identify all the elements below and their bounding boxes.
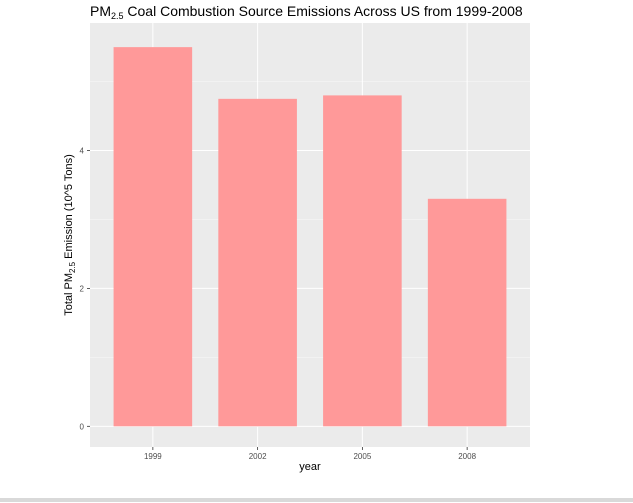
y-axis-title: Total PM2.5 Emission (10^5 Tons) [63, 154, 77, 316]
chart-title: PM2.5 Coal Combustion Source Emissions A… [90, 3, 523, 21]
x-tick-label: 2002 [249, 452, 267, 461]
x-tick-label: 1999 [144, 452, 162, 461]
y-axis: 0 2 4 [80, 147, 90, 431]
x-tick-label: 2005 [353, 452, 371, 461]
y-tick-label: 2 [80, 284, 85, 293]
bar-2008 [427, 198, 507, 427]
x-axis: 1999 2002 2005 2008 [144, 447, 477, 461]
bar-1999 [113, 47, 193, 427]
x-tick-label: 2008 [458, 452, 476, 461]
bar-2005 [323, 95, 402, 427]
x-axis-title: year [299, 461, 321, 473]
bars [113, 47, 507, 427]
bottom-divider [0, 498, 633, 502]
y-tick-label: 0 [80, 422, 85, 431]
bar-2002 [218, 98, 297, 427]
y-tick-label: 4 [80, 147, 85, 156]
